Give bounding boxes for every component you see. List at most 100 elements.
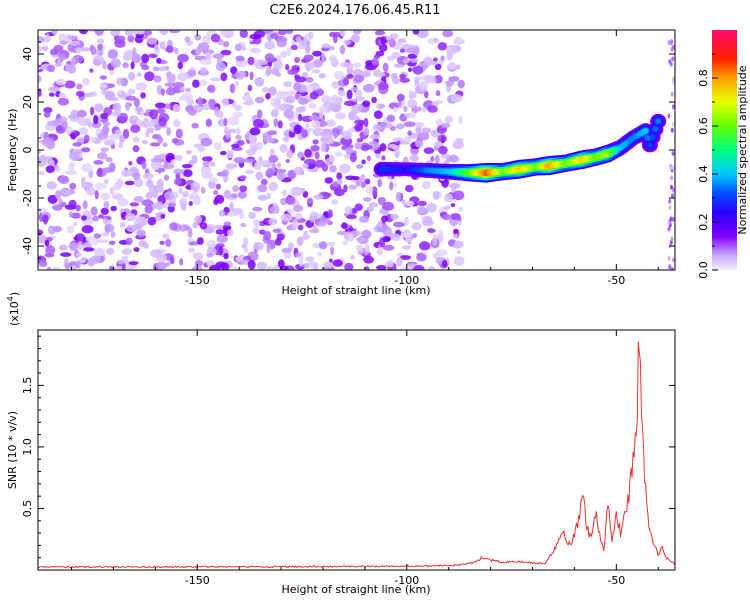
heatmap-noise-cell — [93, 233, 102, 239]
heatmap-noise-cell — [83, 247, 95, 252]
heatmap-noise-cell — [392, 221, 405, 228]
heatmap-noise-cell — [206, 54, 212, 60]
heatmap-noise-cell — [261, 178, 268, 186]
heatmap-noise-cell — [75, 252, 82, 258]
heatmap-noise-cell — [233, 266, 238, 270]
heatmap-noise-cell — [186, 95, 192, 106]
heatmap-noise-cell — [295, 252, 302, 258]
heatmap-noise-cell — [59, 53, 66, 62]
heatmap-noise-cell — [146, 37, 158, 45]
heatmap-noise-cell — [421, 127, 431, 134]
heatmap-noise-cell — [97, 239, 109, 244]
heatmap-noise-cell — [362, 197, 372, 202]
heatmap-noise-cell — [343, 184, 348, 193]
heatmap-noise-cell — [288, 130, 296, 138]
heatmap-noise-cell — [334, 112, 347, 120]
heatmap-noise-cell — [670, 236, 674, 242]
heatmap-noise-cell — [93, 114, 99, 125]
heatmap-noise-cell — [64, 262, 70, 270]
heatmap-noise-cell — [440, 154, 451, 159]
heatmap-noise-cell — [68, 199, 77, 209]
heatmap-noise-cell — [375, 153, 381, 159]
heatmap-noise-cell — [82, 219, 87, 226]
echo-track-cell — [642, 127, 649, 134]
heatmap-noise-cell — [178, 187, 183, 194]
heatmap-noise-cell — [172, 104, 181, 113]
heatmap-noise-cell — [361, 229, 372, 239]
heatmap-noise-cell — [239, 185, 248, 193]
heatmap-noise-cell — [667, 113, 671, 119]
heatmap-noise-cell — [407, 44, 417, 49]
heatmap-noise-cell — [197, 96, 203, 107]
heatmap-noise-cell — [98, 214, 104, 219]
heatmap-noise-cell — [163, 174, 170, 181]
heatmap-noise-cell — [224, 126, 229, 136]
heatmap-noise-cell — [309, 228, 320, 234]
heatmap-noise-cell — [170, 159, 176, 165]
heatmap-noise-cell — [670, 267, 674, 270]
heatmap-noise-cell — [297, 113, 303, 122]
heatmap-noise-cell — [452, 190, 465, 201]
heatmap-noise-cell — [243, 100, 254, 106]
heatmap-noise-cell — [383, 244, 395, 251]
heatmap-noise-cell — [364, 243, 370, 253]
heatmap-noise-cell — [135, 216, 145, 223]
heatmap-noise-cell — [302, 163, 309, 169]
echo-track-cell — [652, 126, 659, 132]
heatmap-noise-cell — [110, 30, 121, 37]
heatmap-noise-cell — [206, 252, 214, 258]
heatmap-noise-cell — [66, 225, 75, 234]
heatmap-noise-cell — [386, 114, 396, 122]
heatmap-noise-cell — [177, 72, 188, 82]
heatmap-noise-cell — [366, 155, 371, 162]
heatmap-noise-cell — [286, 47, 292, 57]
heatmap-noise-cell — [260, 160, 267, 166]
heatmap-noise-cell — [669, 216, 673, 222]
heatmap-noise-cell — [45, 165, 55, 173]
heatmap-noise-cell — [409, 154, 420, 162]
heatmap-noise-cell — [165, 45, 174, 54]
heatmap-noise-cell — [320, 95, 332, 103]
heatmap-noise-cell — [266, 192, 271, 200]
heatmap-noise-cell — [393, 106, 398, 113]
heatmap-noise-cell — [427, 37, 439, 45]
heatmap-noise-cell — [341, 222, 348, 230]
heatmap-noise-cell — [271, 265, 280, 270]
heatmap-noise-cell — [388, 233, 399, 238]
heatmap-noise-cell — [130, 124, 141, 133]
heatmap-noise-cell — [256, 261, 268, 270]
heatmap-noise-cell — [298, 256, 304, 267]
heatmap-noise-cell — [671, 216, 675, 222]
heatmap-noise-cell — [422, 74, 435, 81]
heatmap-noise-cell — [346, 89, 353, 100]
heatmap-noise-cell — [276, 90, 288, 100]
heatmap-noise-cell — [376, 103, 385, 110]
heatmap-noise-cell — [455, 64, 461, 70]
heatmap-noise-cell — [311, 69, 321, 74]
heatmap-noise-cell — [90, 106, 95, 116]
heatmap-noise-cell — [365, 186, 374, 195]
heatmap-noise-cell — [94, 30, 104, 36]
heatmap-noise-cell — [190, 181, 201, 192]
heatmap-noise-cell — [265, 92, 271, 100]
heatmap-noise-cell — [93, 247, 106, 257]
heatmap-noise-cell — [363, 255, 374, 264]
heatmap-noise-cell — [143, 30, 153, 36]
heatmap-noise-cell — [41, 214, 49, 223]
heatmap-noise-cell — [407, 53, 418, 60]
heatmap-noise-cell — [122, 53, 133, 61]
heatmap-noise-cell — [106, 247, 115, 255]
heatmap-noise-cell — [350, 34, 360, 43]
heatmap-noise-cell — [210, 162, 216, 167]
heatmap-noise-cell — [329, 165, 337, 173]
heatmap-noise-cell — [303, 54, 314, 62]
heatmap-noise-cell — [206, 239, 216, 249]
heatmap-noise-cell — [144, 71, 155, 82]
heatmap-noise-cell — [122, 62, 129, 69]
heatmap-noise-cell — [438, 229, 444, 239]
colorbar-gradient — [712, 30, 737, 270]
heatmap-noise-cell — [59, 252, 72, 257]
heatmap-noise-cell — [218, 245, 224, 256]
heatmap-noise-cell — [294, 93, 300, 100]
heatmap-noise-cell — [371, 186, 378, 196]
